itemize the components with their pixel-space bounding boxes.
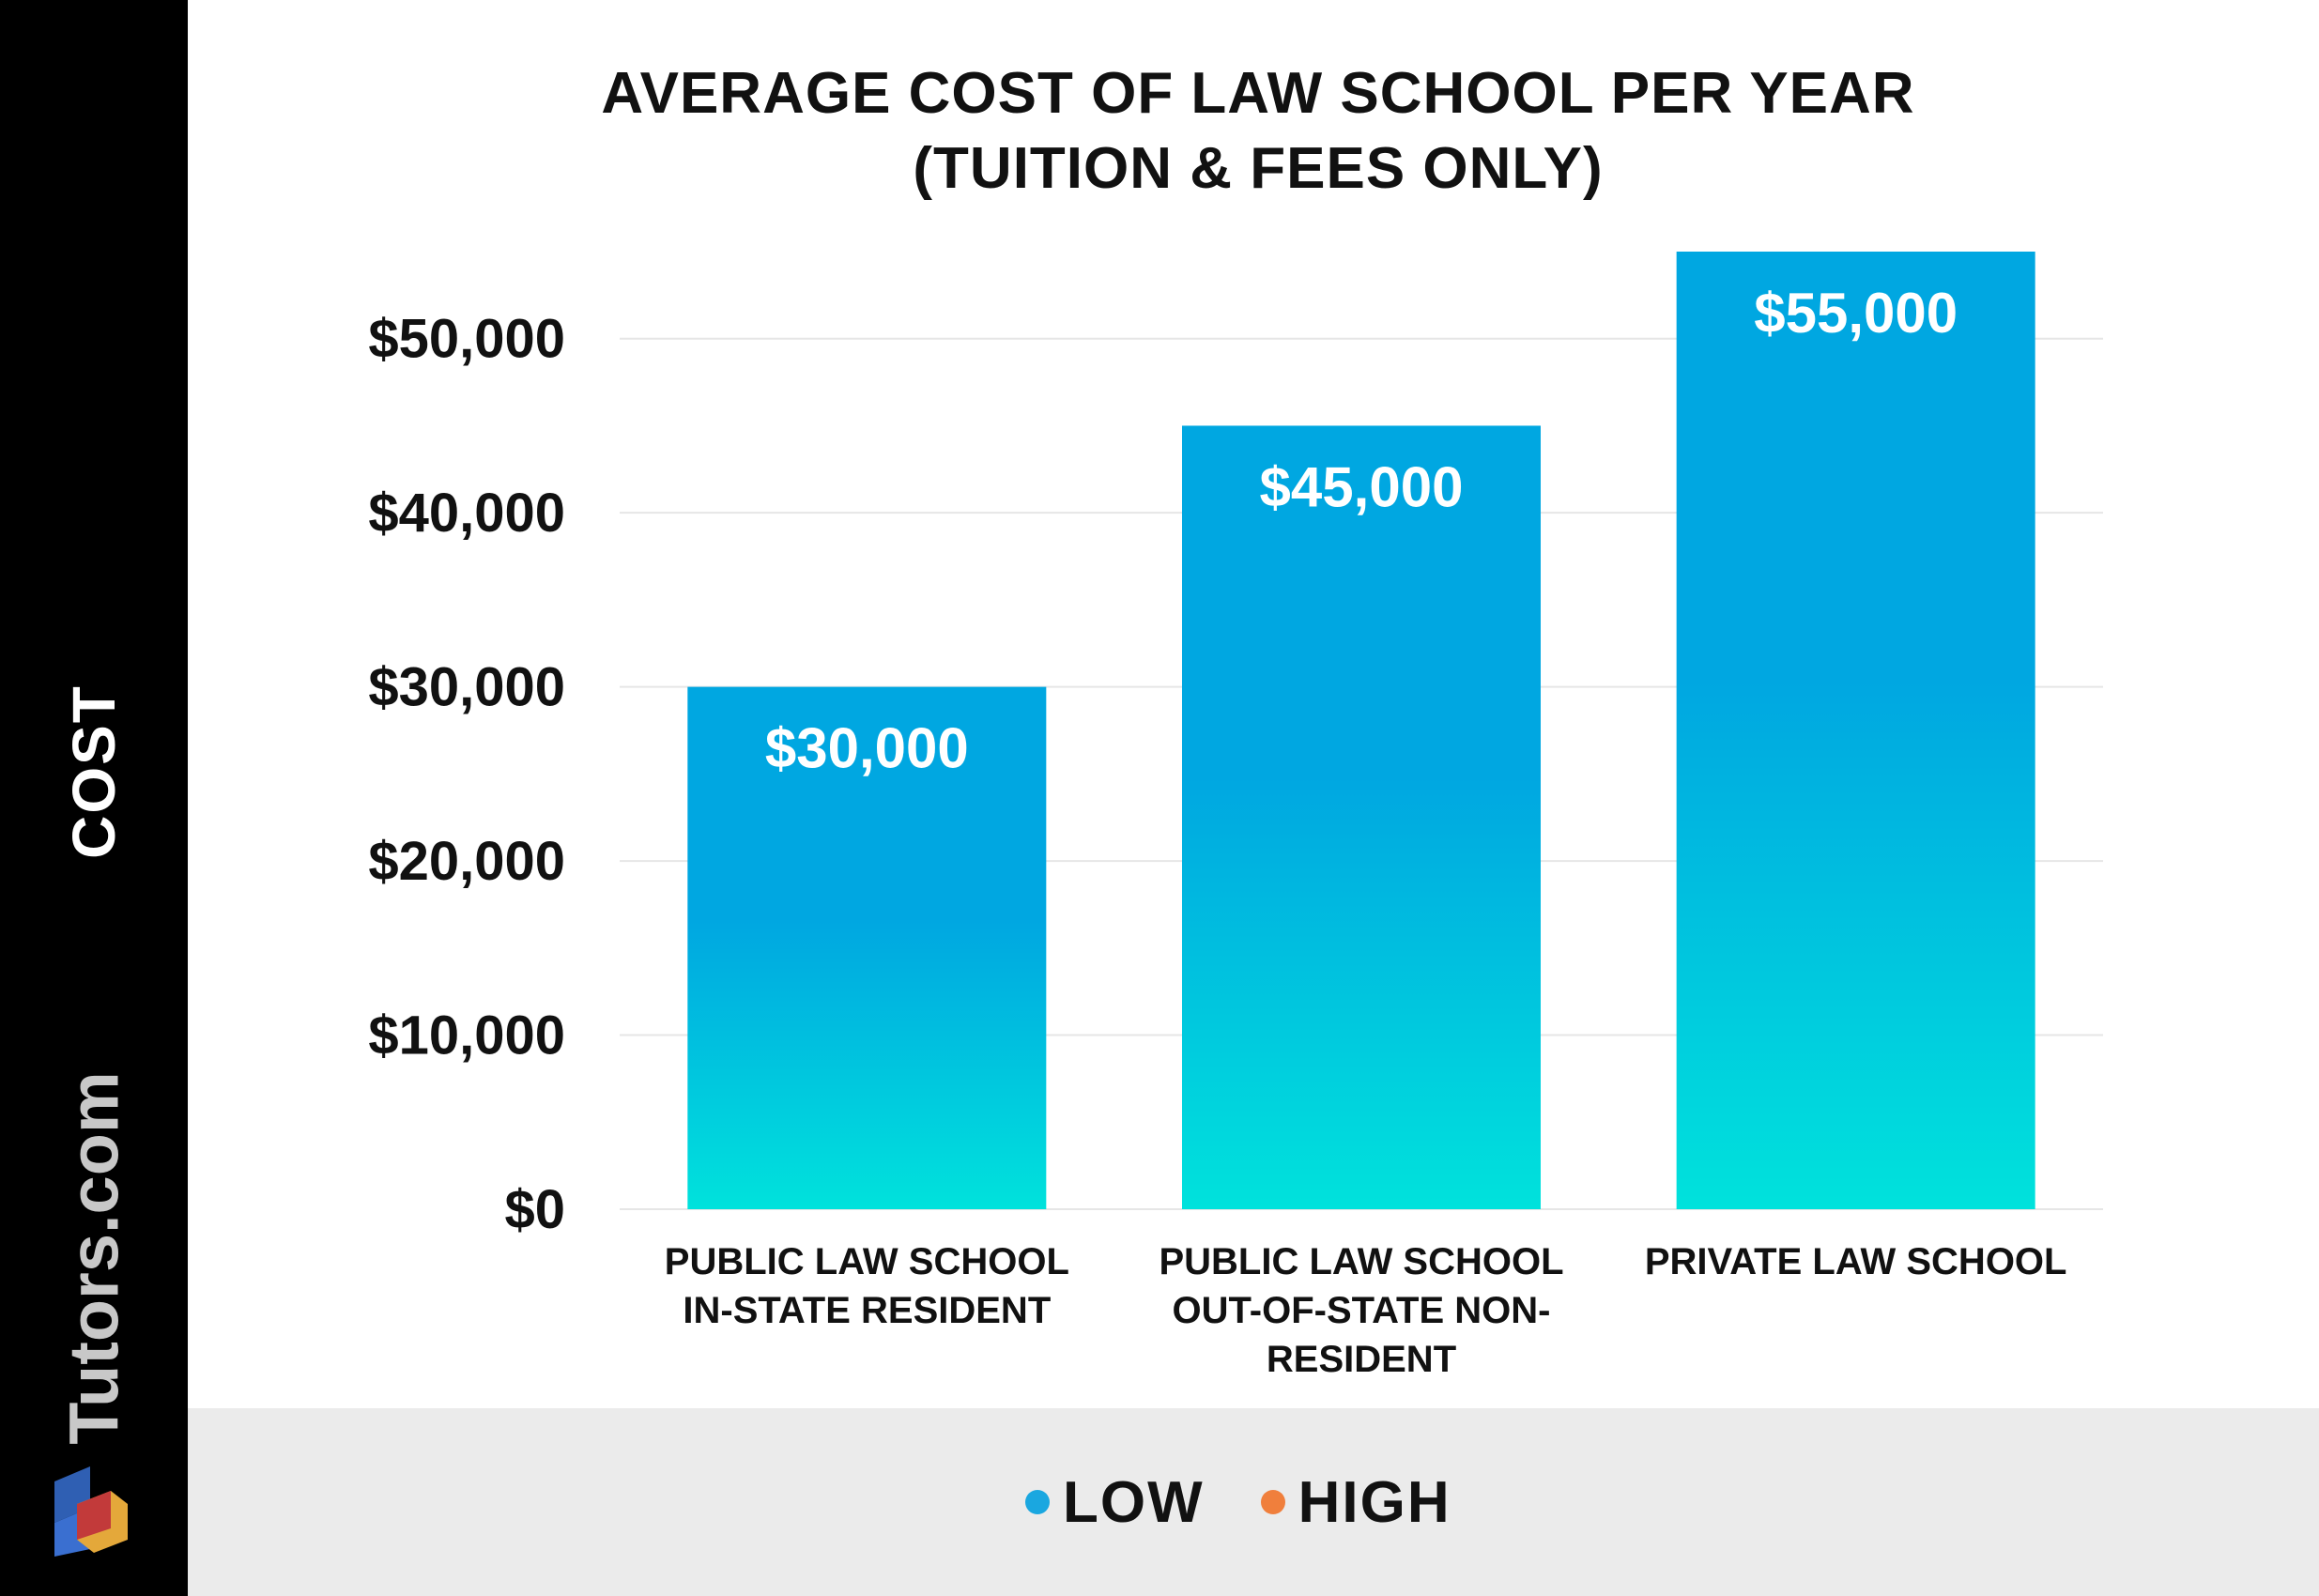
- y-axis-ticks: $0 $10,000 $20,000 $30,000 $40,000 $50,000: [368, 309, 565, 1240]
- bar: [1676, 252, 2035, 1209]
- data-labels: $30,000 $45,000 $55,000: [765, 282, 1958, 780]
- y-tick-label: $10,000: [368, 1005, 565, 1067]
- bar-chart: $0 $10,000 $20,000 $30,000 $40,000 $50,000 $3…: [368, 252, 2103, 1380]
- legend-low-dot-icon: [1025, 1490, 1050, 1514]
- brand-logo-icon: [54, 1466, 128, 1557]
- legend-item-low: LOW: [1025, 1469, 1205, 1536]
- bar: [1182, 425, 1541, 1209]
- bar-value-label: $45,000: [1260, 455, 1464, 518]
- bar-value-label: $30,000: [765, 717, 969, 780]
- x-tick-label-line: OUT-OF-STATE NON-: [1173, 1290, 1551, 1331]
- x-tick-label-line: IN-STATE RESIDENT: [683, 1290, 1051, 1331]
- legend: LOW HIGH: [1025, 1460, 1451, 1544]
- bar: [687, 686, 1047, 1209]
- chart-title: AVERAGE COST OF LAW SCHOOL PER YEAR: [601, 61, 1915, 126]
- x-tick-label: PRIVATE LAW SCHOOL: [1645, 1241, 2067, 1282]
- x-tick-label-line: RESIDENT: [1267, 1339, 1456, 1380]
- x-tick-label-line: PUBLIC LAW SCHOOL: [665, 1241, 1069, 1282]
- y-tick-label: $50,000: [368, 309, 565, 370]
- x-tick-label-line: PUBLIC LAW SCHOOL: [1159, 1241, 1563, 1282]
- bars: [687, 252, 2035, 1209]
- x-axis-ticks: PUBLIC LAW SCHOOL IN-STATE RESIDENTPUBLIC…: [665, 1241, 2067, 1380]
- sidebar: COST Tutors.com: [0, 0, 188, 1596]
- legend-high-dot-icon: [1260, 1490, 1285, 1514]
- legend-band: [188, 1408, 2319, 1596]
- legend-low-label: LOW: [1063, 1469, 1205, 1535]
- y-tick-label: $40,000: [368, 483, 565, 544]
- chart-title-block: AVERAGE COST OF LAW SCHOOL PER YEAR (TUI…: [310, 56, 2206, 207]
- x-tick-label: PUBLIC LAW SCHOOL IN-STATE RESIDENT: [665, 1241, 1069, 1331]
- y-tick-label: $20,000: [368, 831, 565, 892]
- x-tick-label: PUBLIC LAW SCHOOL OUT-OF-STATE NON- RESIDE…: [1159, 1241, 1563, 1380]
- x-tick-label-line: PRIVATE LAW SCHOOL: [1645, 1241, 2067, 1282]
- y-tick-label: $0: [504, 1179, 565, 1240]
- chart-subtitle: (TUITION & FEES ONLY): [913, 136, 1604, 201]
- legend-item-high: HIGH: [1260, 1469, 1451, 1536]
- legend-high-label: HIGH: [1298, 1469, 1451, 1535]
- y-tick-label: $30,000: [368, 657, 565, 718]
- bar-value-label: $55,000: [1754, 282, 1958, 345]
